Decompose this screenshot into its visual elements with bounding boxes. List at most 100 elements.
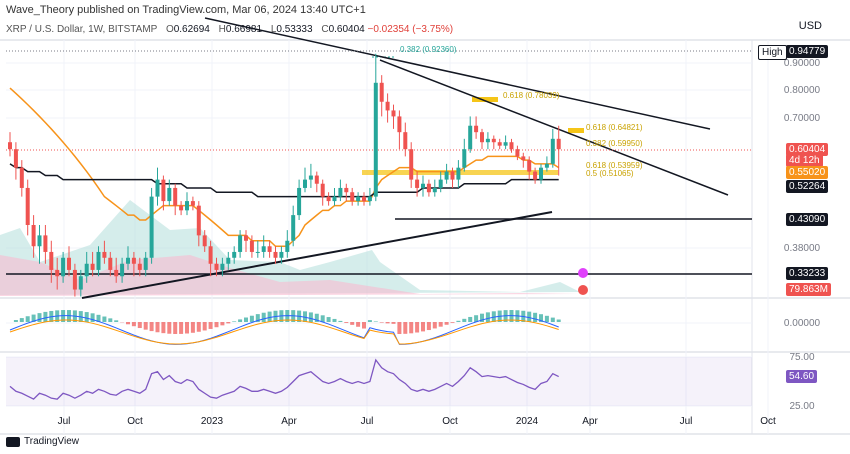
fib-label: 0.382 (0.59950) bbox=[586, 139, 643, 148]
candle-body bbox=[456, 167, 461, 180]
fib-label: 0.5 (0.51065) bbox=[586, 169, 634, 178]
candle-body bbox=[521, 156, 526, 161]
candle-body bbox=[468, 125, 473, 150]
candle-body bbox=[474, 125, 479, 133]
candle-body bbox=[273, 251, 278, 258]
macd-bar bbox=[450, 322, 455, 323]
candle-body bbox=[19, 167, 24, 188]
macd-bar bbox=[338, 320, 343, 322]
candle-body bbox=[326, 196, 331, 202]
candle-body bbox=[438, 179, 443, 188]
candle-body bbox=[515, 149, 520, 157]
price-scale-tag: 0.60404 bbox=[786, 143, 829, 156]
macd-bar bbox=[462, 318, 467, 322]
publisher-line: Wave_Theory published on TradingView.com… bbox=[6, 4, 366, 16]
macd-bar bbox=[84, 312, 89, 322]
trendline-support bbox=[81, 211, 553, 299]
candle-body bbox=[78, 276, 83, 290]
macd-bar bbox=[556, 319, 561, 322]
macd-bar bbox=[244, 317, 248, 322]
event-icon bbox=[578, 285, 588, 295]
macd-bar bbox=[421, 322, 425, 332]
y-tick-label: 0.70000 bbox=[784, 113, 821, 124]
macd-bar bbox=[267, 311, 272, 322]
macd-bar bbox=[31, 314, 36, 322]
macd-bar bbox=[438, 322, 443, 327]
macd-bar bbox=[314, 313, 319, 322]
price-scale-tag: 0.52264 bbox=[786, 180, 829, 193]
macd-bar bbox=[202, 322, 207, 331]
candle-body bbox=[332, 196, 337, 202]
candle-body bbox=[220, 263, 225, 270]
macd-bar bbox=[96, 314, 101, 322]
candle-body bbox=[338, 187, 343, 197]
candle-body bbox=[190, 201, 195, 206]
candle-body bbox=[55, 269, 60, 277]
price-scale-tag: 79.863M bbox=[786, 283, 831, 296]
candle-body bbox=[379, 82, 384, 102]
candle-body bbox=[137, 263, 142, 270]
candle-body bbox=[539, 167, 543, 180]
macd-bar bbox=[126, 322, 130, 325]
macd-bar bbox=[468, 316, 473, 322]
candle-body bbox=[550, 138, 555, 164]
candle-body bbox=[480, 132, 484, 143]
fib-zone-078 bbox=[472, 97, 498, 102]
macd-bar bbox=[185, 322, 189, 334]
open-value: 0.62694 bbox=[173, 24, 210, 35]
close-value: 0.60404 bbox=[328, 24, 365, 35]
macd-bar bbox=[409, 322, 414, 334]
macd-bar bbox=[155, 322, 160, 333]
candle-body bbox=[485, 138, 490, 143]
candle-body bbox=[314, 175, 319, 184]
x-tick-label: Oct bbox=[442, 416, 458, 427]
candle-body bbox=[373, 82, 378, 197]
high-label: H bbox=[218, 24, 226, 35]
tradingview-logo-icon bbox=[6, 436, 20, 447]
open-label: O bbox=[165, 24, 174, 35]
candle-body bbox=[415, 179, 420, 188]
macd-bar bbox=[550, 317, 555, 322]
candle-body bbox=[102, 251, 107, 258]
macd-bar bbox=[491, 311, 496, 322]
y-tick-label: 0.38000 bbox=[784, 243, 821, 254]
candle-body bbox=[173, 187, 178, 206]
candle-body bbox=[244, 235, 248, 241]
macd-bar bbox=[161, 322, 166, 334]
candle-body bbox=[13, 149, 18, 168]
macd-bar bbox=[379, 322, 384, 323]
macd-bar bbox=[208, 322, 213, 329]
macd-bar bbox=[238, 319, 243, 322]
macd-bar bbox=[226, 322, 231, 324]
y-tick-label: 75.00 bbox=[789, 352, 814, 363]
candle-body bbox=[72, 269, 77, 290]
macd-bar bbox=[426, 322, 431, 331]
candle-body bbox=[179, 205, 184, 211]
y-tick-label: 0.80000 bbox=[784, 85, 821, 96]
high-tag-label: High bbox=[758, 45, 787, 60]
macd-bar bbox=[485, 312, 490, 322]
candle-body bbox=[533, 171, 538, 180]
candle-body bbox=[96, 251, 101, 270]
currency-label[interactable]: USD bbox=[798, 20, 822, 32]
candle-body bbox=[214, 263, 219, 270]
close-label: C bbox=[321, 24, 329, 35]
trendline-upper bbox=[204, 17, 711, 130]
trendline-mid bbox=[379, 59, 729, 196]
fib-zone-064 bbox=[568, 128, 584, 133]
macd-bar bbox=[167, 322, 172, 334]
candle-body bbox=[544, 163, 549, 168]
macd-bar bbox=[220, 322, 225, 326]
ohlc-bar: XRP / U.S. Dollar, 1W, BITSTAMP O0.62694… bbox=[6, 24, 453, 35]
macd-bar bbox=[415, 322, 420, 333]
y-tick-label: 25.00 bbox=[789, 401, 814, 412]
rsi-line bbox=[9, 358, 559, 400]
symbol-label[interactable]: XRP / U.S. Dollar, 1W, BITSTAMP bbox=[6, 24, 158, 35]
candle-body bbox=[285, 240, 290, 252]
candle-body bbox=[291, 215, 296, 241]
y-tick-label: 0.90000 bbox=[784, 58, 821, 69]
candle-body bbox=[238, 235, 243, 252]
candle-body bbox=[202, 235, 207, 247]
candle-body bbox=[143, 257, 148, 270]
